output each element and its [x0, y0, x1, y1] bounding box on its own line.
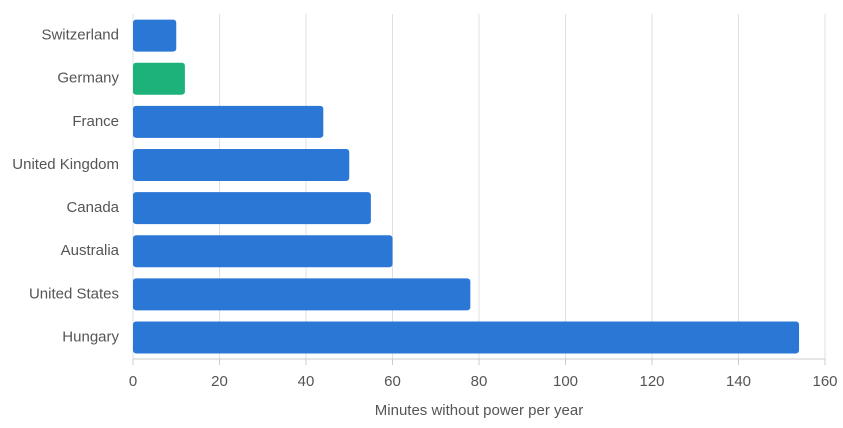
- bar: [133, 192, 371, 225]
- x-tick-label: 100: [553, 373, 578, 390]
- y-tick-label: Switzerland: [41, 27, 119, 44]
- x-tick-label: 20: [211, 373, 228, 390]
- bar: [133, 62, 185, 95]
- x-tick-label: 120: [639, 373, 664, 390]
- bar: [133, 278, 471, 311]
- y-tick-label: France: [72, 113, 119, 130]
- bar: [133, 235, 393, 268]
- bar: [133, 148, 350, 181]
- y-tick-label: United Kingdom: [12, 156, 119, 173]
- y-tick-label: Germany: [57, 70, 119, 87]
- x-tick-label: 140: [726, 373, 751, 390]
- y-tick-label: United States: [29, 285, 119, 302]
- x-tick-label: 160: [812, 373, 837, 390]
- x-tick-label: 60: [384, 373, 401, 390]
- bar: [133, 105, 324, 138]
- y-tick-label: Australia: [61, 242, 120, 259]
- x-axis-label: Minutes without power per year: [375, 402, 583, 419]
- x-tick-label: 0: [129, 373, 137, 390]
- bar: [133, 321, 800, 354]
- x-tick-label: 80: [471, 373, 488, 390]
- y-tick-label: Hungary: [62, 328, 119, 345]
- bar: [133, 19, 177, 52]
- x-tick-label: 40: [298, 373, 315, 390]
- y-tick-label: Canada: [66, 199, 119, 216]
